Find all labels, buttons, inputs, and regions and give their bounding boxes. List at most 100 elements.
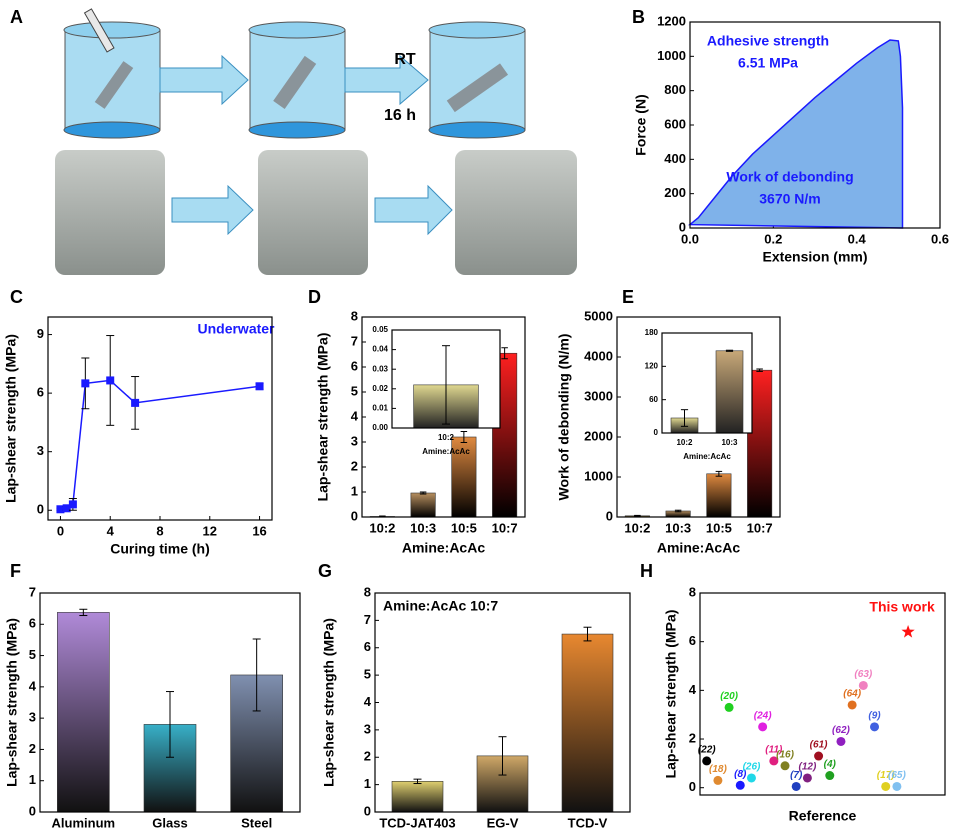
bar	[451, 436, 477, 518]
plot-frame	[699, 592, 946, 796]
x-axis-title: Amine:AcAc	[422, 447, 470, 456]
error-bar	[413, 778, 422, 785]
plot-frame	[47, 316, 273, 521]
y-axis-title: Lap-shear strength (MPa)	[3, 334, 19, 503]
x-axis-title: Amine:AcAc	[402, 540, 485, 556]
y-tick-label: 6	[364, 639, 371, 654]
plot-background	[48, 317, 272, 520]
panel-label: G	[318, 561, 332, 581]
highlight-label: This work	[869, 599, 935, 615]
point-label: (12)	[798, 762, 816, 773]
point-label: (9)	[868, 710, 881, 721]
y-tick-label: 7	[29, 584, 36, 599]
y-tick-label: 0.03	[372, 364, 388, 373]
bar	[410, 492, 436, 518]
y-tick-label: 6	[29, 616, 36, 631]
plot-frame	[616, 316, 781, 518]
y-axis-title: Force (N)	[633, 94, 649, 155]
y-tick-label: 0.04	[372, 345, 388, 354]
arrow	[159, 54, 249, 106]
panel-a: A RT 16 h	[10, 7, 577, 275]
y-tick-label: 5000	[584, 308, 613, 323]
y-tick-label: 1	[364, 776, 371, 791]
y-tick-label: 8	[364, 584, 371, 599]
y-tick-label: 9	[37, 326, 44, 341]
y-tick-label: 7	[351, 333, 358, 348]
x-tick-label: Steel	[241, 815, 272, 830]
point	[780, 761, 790, 771]
x-axis-title: Amine:AcAc	[657, 540, 740, 556]
bar	[706, 473, 732, 518]
y-tick-label: 2000	[584, 428, 613, 443]
point-label: (65)	[888, 770, 906, 781]
y-tick-label: 0	[689, 779, 696, 794]
point-label: (16)	[776, 749, 794, 760]
y-tick-label: 6	[37, 385, 44, 400]
point-label: (8)	[734, 769, 747, 780]
point	[881, 781, 891, 791]
plot-frame	[361, 316, 526, 518]
y-tick-label: 1000	[657, 48, 686, 63]
point	[255, 382, 264, 391]
x-tick-label: 8	[156, 523, 163, 538]
point-label: (22)	[698, 745, 716, 756]
y-tick-label: 3	[29, 710, 36, 725]
annotation: Underwater	[197, 321, 275, 337]
panel-label: F	[10, 561, 21, 581]
plot-frame	[374, 592, 631, 813]
x-tick-label: Aluminum	[52, 815, 116, 830]
point	[791, 781, 801, 791]
y-tick-label: 0	[351, 508, 358, 523]
error-bar	[756, 368, 763, 372]
y-tick-label: 4	[351, 408, 359, 423]
plot-background	[700, 593, 945, 795]
point-label: (61)	[810, 740, 828, 751]
point	[758, 722, 768, 732]
arrow	[374, 184, 453, 236]
y-tick-label: 1200	[657, 13, 686, 28]
y-tick-label: 3	[37, 443, 44, 458]
point	[68, 500, 77, 509]
point	[836, 736, 846, 746]
x-tick-label: 10:2	[369, 520, 395, 535]
bar	[391, 781, 444, 813]
y-tick-label: 3	[351, 433, 358, 448]
arrow	[344, 54, 429, 106]
plot-frame	[39, 592, 301, 813]
x-axis-title: Reference	[789, 808, 857, 824]
x-tick-label: 10:7	[492, 520, 518, 535]
error-bar	[583, 626, 592, 642]
error-bar	[252, 638, 261, 712]
plot-frame	[661, 332, 753, 434]
point-label: (4)	[824, 759, 837, 770]
x-tick-label: 10:5	[706, 520, 732, 535]
x-tick-label: EG-V	[487, 815, 519, 830]
annotation: Work of debonding	[726, 169, 853, 185]
point	[62, 504, 71, 513]
point	[769, 756, 779, 766]
x-tick-label: 10:2	[438, 433, 455, 442]
x-axis-title: Extension (mm)	[762, 249, 867, 265]
area	[687, 39, 904, 229]
y-tick-label: 2	[29, 741, 36, 756]
y-tick-label: 0	[606, 508, 613, 523]
photo	[55, 150, 165, 275]
error-bar	[674, 509, 682, 513]
x-tick-label: Glass	[152, 815, 187, 830]
y-tick-label: 180	[645, 328, 659, 337]
y-axis-title: Lap-shear strength (MPa)	[321, 618, 337, 787]
beaker	[248, 21, 346, 139]
x-tick-label: 0.6	[931, 231, 949, 246]
x-tick-label: 10:3	[410, 520, 436, 535]
y-tick-label: 4	[29, 678, 37, 693]
y-tick-label: 0.00	[372, 423, 388, 432]
bar	[715, 350, 744, 434]
y-axis-title: Lap-shear strength (MPa)	[663, 610, 679, 779]
point	[858, 680, 868, 690]
y-tick-label: 3	[364, 721, 371, 736]
error-bar	[725, 349, 734, 352]
y-axis-title: Lap-shear strength (MPa)	[315, 333, 331, 502]
y-tick-label: 5	[29, 647, 36, 662]
highlight-point	[901, 624, 915, 638]
y-tick-label: 120	[645, 361, 659, 370]
